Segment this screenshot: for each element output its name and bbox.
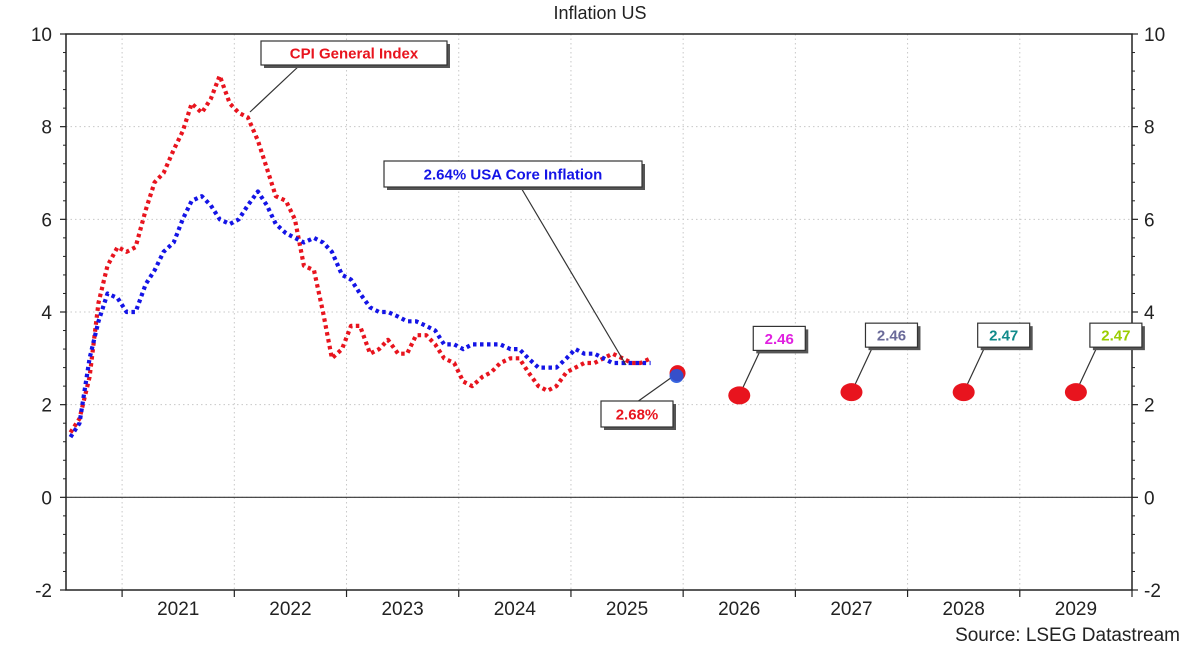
y-tick-label-right: -2: [1144, 581, 1161, 602]
y-axis-right: -2 0 2 4 6 8 10: [1132, 25, 1165, 602]
forecast-marker-2026: [728, 386, 751, 405]
forecast-label-2027-text: 2.46: [877, 328, 906, 345]
core-label-leader: [519, 185, 627, 366]
forecast-label-2027-box: [864, 322, 919, 348]
x-tick-label: 2027: [830, 599, 872, 620]
cpi-label-box: [260, 40, 448, 66]
forecast-marker-2029: [1064, 383, 1087, 402]
y-tick-label-left: -2: [35, 581, 52, 602]
y-tick-label-right: 6: [1144, 210, 1155, 231]
core-label-box: [383, 160, 643, 188]
core-label-text: 2.64% USA Core Inflation: [424, 167, 603, 184]
y-tick-label-right: 10: [1144, 25, 1165, 46]
y-tick-label-right: 4: [1144, 303, 1155, 324]
forecast-label-2026-text: 2.46: [765, 331, 794, 348]
x-tick-label: 2029: [1055, 599, 1097, 620]
series-group: [68, 73, 652, 439]
grid: [66, 34, 1132, 590]
forecast-label-2026-box: [752, 325, 806, 351]
x-tick-label: 2021: [157, 599, 199, 620]
y-tick-label-left: 0: [41, 488, 52, 509]
chart-title: Inflation US: [553, 3, 646, 23]
y-tick-label-right: 0: [1144, 488, 1155, 509]
y-tick-label-left: 8: [41, 118, 52, 139]
annotations: CPI General Index 2.64% USA Core Inflatio…: [249, 40, 1145, 430]
plot-frame: [65, 33, 1133, 591]
cpi-label-text: CPI General Index: [290, 46, 419, 63]
latest-cpi-label-text: 2.68%: [616, 407, 659, 424]
x-tick-label: 2026: [718, 599, 760, 620]
x-tick-label: 2022: [269, 599, 311, 620]
forecast-label-2029-text: 2.47: [1101, 328, 1130, 345]
x-tick-label: 2025: [606, 599, 648, 620]
y-tick-label-left: 4: [41, 303, 52, 324]
y-tick-label-right: 2: [1144, 396, 1155, 417]
latest-cpi-label-box: [600, 400, 674, 428]
y-axis-left: -2 0 2 4 6 8 10: [31, 25, 66, 602]
y-tick-label-right: 8: [1144, 118, 1155, 139]
forecast-label-2028-box: [977, 322, 1031, 348]
x-tick-label: 2028: [943, 599, 985, 620]
y-tick-label-left: 6: [41, 210, 52, 231]
x-tick-label: 2024: [494, 599, 537, 620]
cpi-label-leader: [249, 64, 301, 113]
forecast-label-2028-text: 2.47: [989, 328, 1018, 345]
latest-core-marker: [669, 369, 684, 384]
core-series-line: [68, 189, 651, 439]
x-axis: 2021 2022 2023 2024 2025 2026 2027 2028 2029: [121, 590, 1133, 620]
y-tick-label-left: 2: [41, 396, 52, 417]
x-tick-label: 2023: [381, 599, 423, 620]
forecast-marker-2028: [952, 383, 975, 402]
forecast-marker-2027: [840, 383, 863, 402]
y-tick-label-left: 10: [31, 25, 52, 46]
source-note: Source: LSEG Datastream: [955, 625, 1180, 646]
forecast-label-2029-box: [1089, 322, 1143, 348]
cpi-series-line: [68, 73, 652, 434]
